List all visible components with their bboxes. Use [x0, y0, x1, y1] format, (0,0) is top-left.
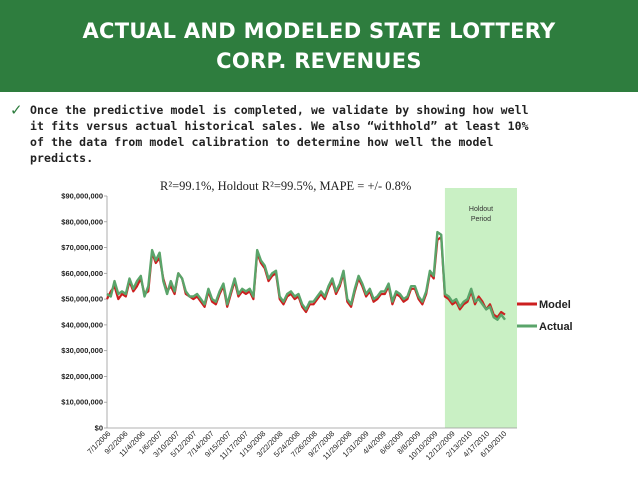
series-line-model — [106, 236, 506, 319]
y-tick-label: $60,000,000 — [61, 269, 103, 278]
x-tick-label: 4/17/2010 — [461, 429, 491, 459]
y-tick-label: $40,000,000 — [61, 320, 103, 329]
x-tick-label: 1/19/2008 — [237, 429, 267, 459]
x-tick-label: 9/2/2006 — [103, 429, 130, 456]
x-tick-label: 5/24/2008 — [272, 429, 302, 459]
legend-label-model: Model — [539, 299, 571, 311]
page-title-line2: CORP. REVENUES — [216, 49, 422, 73]
title-banner: ACTUAL AND MODELED STATE LOTTERY CORP. R… — [0, 0, 638, 92]
y-tick-label: $70,000,000 — [61, 243, 103, 252]
x-tick-label: 12/12/2009 — [424, 429, 457, 462]
x-tick-label: 2/13/2010 — [444, 429, 474, 459]
x-tick-label: 8/8/2009 — [395, 429, 422, 456]
x-tick-label: 10/10/2009 — [407, 429, 440, 462]
check-icon: ✓ — [10, 101, 23, 119]
x-tick-label: 1/6/2007 — [137, 429, 164, 456]
x-tick-label: 3/22/2008 — [255, 429, 285, 459]
x-tick-label: 6/6/2009 — [378, 429, 405, 456]
legend-label-actual: Actual — [539, 321, 573, 333]
x-tick-label: 11/17/2007 — [218, 429, 251, 462]
x-tick-label: 1/31/2009 — [341, 429, 371, 459]
holdout-label-line1: Holdout — [469, 206, 493, 213]
holdout-label-line2: Period — [471, 216, 491, 223]
x-tick-label: 11/29/2008 — [321, 429, 354, 462]
holdout-region — [444, 188, 517, 428]
bullet-text: Once the predictive model is completed, … — [30, 103, 529, 165]
x-tick-label: 3/10/2007 — [151, 429, 181, 459]
y-tick-label: $0 — [95, 424, 103, 433]
x-tick-label: 9/15/2007 — [203, 429, 233, 459]
page-title: ACTUAL AND MODELED STATE LOTTERY CORP. R… — [39, 16, 599, 76]
x-tick-label: 11/4/2006 — [117, 429, 147, 459]
page-title-line1: ACTUAL AND MODELED STATE LOTTERY — [82, 19, 556, 43]
series-line-actual — [106, 230, 506, 321]
bullet-point: ✓ Once the predictive model is completed… — [10, 102, 540, 166]
y-tick-label: $10,000,000 — [61, 398, 103, 407]
fit-statistics-annotation: R²=99.1%, Holdout R²=99.5%, MAPE = +/- 0… — [160, 179, 411, 193]
y-tick-label: $50,000,000 — [61, 295, 103, 304]
y-tick-label: $20,000,000 — [61, 372, 103, 381]
x-tick-label: 7/26/2008 — [289, 429, 319, 459]
y-tick-label: $90,000,000 — [61, 192, 103, 201]
x-tick-label: 4/4/2009 — [361, 429, 388, 456]
y-tick-label: $30,000,000 — [61, 346, 103, 355]
x-tick-label: 6/19/2010 — [478, 429, 508, 459]
x-tick-label: 9/27/2008 — [306, 429, 336, 459]
x-tick-label: 5/12/2007 — [169, 429, 199, 459]
y-tick-label: $80,000,000 — [61, 217, 103, 226]
x-tick-label: 7/14/2007 — [186, 429, 216, 459]
x-tick-label: 7/1/2006 — [85, 429, 112, 456]
